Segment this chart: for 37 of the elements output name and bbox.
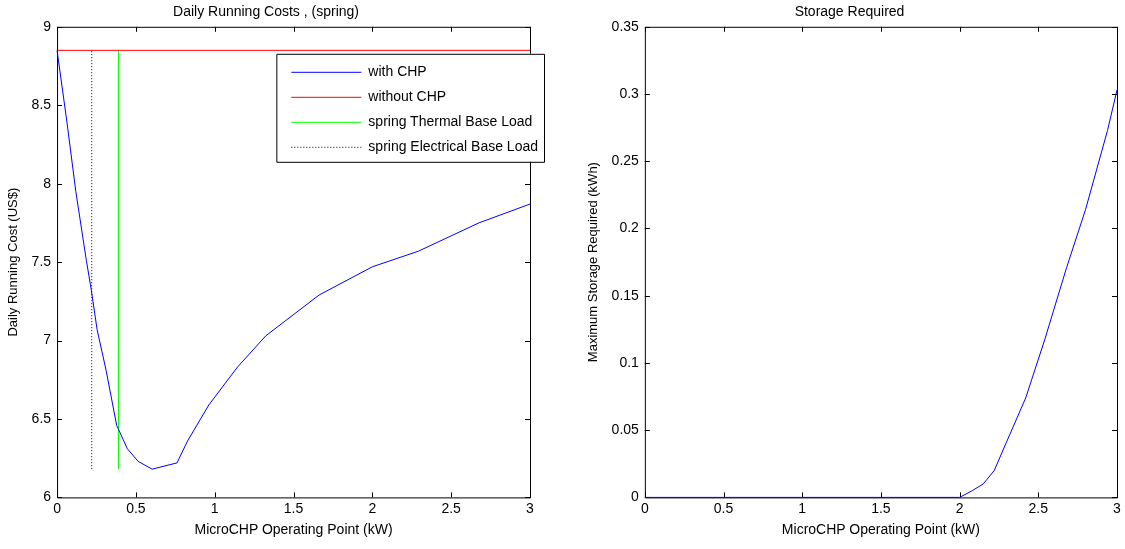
chart-title: Daily Running Costs , (spring): [173, 3, 359, 20]
y-tick-label: 0: [631, 488, 640, 505]
y-tick-label: 7: [43, 331, 52, 348]
x-tick-label: 2.5: [441, 499, 462, 516]
y-tick-label: 0.15: [611, 286, 640, 303]
y-tick-label: 8: [43, 174, 52, 191]
y-tick-label: 0.1: [619, 353, 640, 370]
y-tick-label: 6.5: [31, 409, 52, 426]
x-tick-label: 2: [955, 499, 964, 516]
x-tick-label: 1: [210, 499, 219, 516]
chart-title: Storage Required: [794, 3, 905, 20]
y-tick-label: 6: [43, 488, 52, 505]
legend-label: spring Thermal Base Load: [368, 113, 533, 130]
x-tick-label: 1.5: [871, 499, 891, 516]
x-tick-label: 0.5: [713, 499, 734, 516]
legend-label: spring Electrical Base Load: [368, 138, 539, 155]
y-tick-label: 9: [43, 17, 52, 34]
y-tick-label: 0.3: [619, 84, 640, 101]
x-tick-label: 2.5: [1028, 499, 1049, 516]
y-tick-label: 0.35: [611, 17, 640, 34]
x-axis-title: MicroCHP Operating Point (kW): [781, 521, 980, 538]
y-tick-label: 0.05: [611, 421, 640, 438]
x-tick-label: 1.5: [283, 499, 304, 516]
y-axis-title: Maximum Storage Required (kWh): [585, 162, 601, 363]
y-axis-title: Daily Running Cost (US$): [5, 187, 21, 337]
legend-label: with CHP: [367, 63, 427, 80]
x-axis-title: MicroCHP Operating Point (kW): [194, 521, 393, 538]
y-tick-label: 0.25: [611, 152, 640, 169]
x-tick-label: 0.5: [126, 499, 146, 516]
y-tick-label: 8.5: [31, 96, 52, 113]
x-tick-label: 1: [798, 499, 807, 516]
x-tick-label: 3: [526, 499, 535, 516]
x-tick-label: 2: [368, 499, 377, 516]
x-tick-label: 3: [1113, 499, 1122, 516]
y-tick-label: 0.2: [619, 219, 640, 236]
legend-label: without CHP: [367, 88, 447, 105]
y-tick-label: 7.5: [31, 252, 52, 269]
